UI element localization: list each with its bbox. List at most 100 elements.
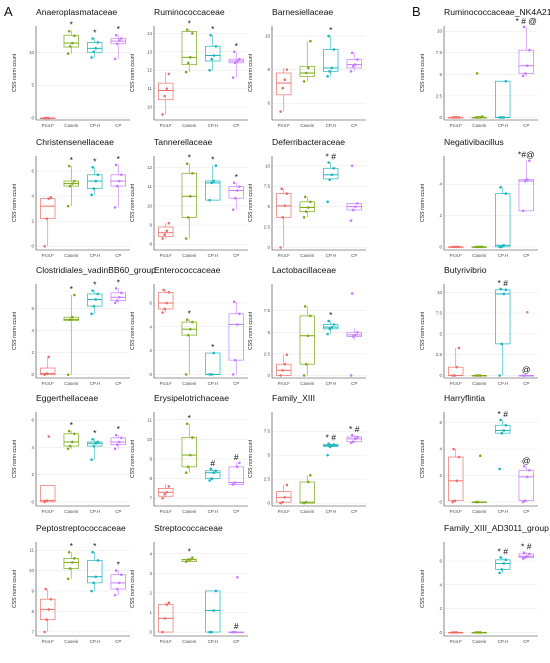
data-point xyxy=(353,333,357,337)
x-tick-label: Casein xyxy=(64,381,79,386)
data-point xyxy=(96,173,100,177)
data-point xyxy=(68,45,72,48)
y-tick-label: 2.5 xyxy=(264,225,271,230)
data-point xyxy=(96,440,100,444)
data-point xyxy=(191,32,194,35)
data-point xyxy=(185,318,189,321)
y-tick-label: 11 xyxy=(29,548,34,553)
x-tick-label: CP.H xyxy=(208,253,218,258)
significance-marker: * xyxy=(188,19,192,29)
data-point xyxy=(328,445,332,448)
box-iqr xyxy=(495,193,511,248)
data-point xyxy=(91,289,94,292)
significance-marker: @ xyxy=(522,365,531,375)
x-tick-label: Prot.F xyxy=(278,381,291,386)
box-protf xyxy=(158,221,174,240)
box-protf xyxy=(158,288,174,314)
box-iqr xyxy=(205,470,221,479)
data-point xyxy=(232,50,236,54)
x-tick-label: Casein xyxy=(182,509,197,514)
data-point xyxy=(283,362,287,366)
data-point xyxy=(45,217,49,220)
box-iqr xyxy=(181,172,197,218)
data-point xyxy=(49,196,53,199)
data-point xyxy=(353,63,357,66)
data-point xyxy=(212,179,216,183)
data-point xyxy=(453,245,457,249)
data-point xyxy=(186,465,190,469)
x-tick-label: Casein xyxy=(64,123,79,128)
y-tick-label: 8 xyxy=(31,609,34,614)
data-point xyxy=(73,293,76,297)
data-point xyxy=(68,567,72,570)
box-iqr xyxy=(87,42,103,53)
data-point xyxy=(184,373,188,376)
data-point xyxy=(304,500,308,504)
data-point xyxy=(356,202,359,205)
data-point xyxy=(163,617,167,620)
box-protf xyxy=(158,484,174,500)
box-iqr xyxy=(205,180,221,201)
significance-marker: * xyxy=(117,24,121,34)
data-point xyxy=(233,196,237,200)
x-tick-label: Casein xyxy=(64,509,79,514)
data-point xyxy=(163,94,167,98)
data-point xyxy=(92,50,96,53)
y-tick-label: 0 xyxy=(267,373,270,378)
data-point xyxy=(167,485,171,488)
data-point xyxy=(115,587,119,591)
panel-title: Erysipelotrichaceae xyxy=(154,393,229,403)
box-iqr xyxy=(276,72,292,96)
box-cp: # xyxy=(228,575,244,634)
data-point xyxy=(161,311,164,314)
data-point xyxy=(165,603,169,606)
box-iqr xyxy=(40,367,56,376)
y-tick-label: 5 xyxy=(439,72,442,77)
data-point xyxy=(66,52,70,55)
significance-marker: * xyxy=(235,172,239,182)
box-iqr xyxy=(323,167,339,180)
data-point xyxy=(235,575,239,579)
data-point xyxy=(330,66,334,70)
data-point xyxy=(113,206,117,209)
data-point xyxy=(452,447,455,451)
data-point xyxy=(47,116,51,120)
panel-title: Ruminococcaceae xyxy=(154,7,225,17)
data-point xyxy=(68,444,72,448)
data-point xyxy=(500,568,504,571)
data-point xyxy=(210,373,214,376)
x-tick-label: Casein xyxy=(182,253,197,258)
y-axis-label: CSS norm count xyxy=(130,439,136,478)
data-point xyxy=(481,115,484,118)
data-point xyxy=(44,587,47,591)
data-point xyxy=(451,116,454,119)
data-point xyxy=(188,56,192,59)
significance-marker: * xyxy=(188,309,192,319)
box-cph: * # xyxy=(323,433,339,457)
data-point xyxy=(232,300,236,304)
x-tick-label: CP xyxy=(351,123,357,128)
data-point xyxy=(163,307,167,311)
data-point xyxy=(285,353,289,357)
box-casein xyxy=(299,474,315,505)
x-tick-label: Prot.F xyxy=(160,381,173,386)
box-cp: * # @ xyxy=(516,16,537,78)
data-point xyxy=(455,479,459,483)
data-point xyxy=(451,374,454,377)
box-casein: * xyxy=(63,284,79,376)
data-point xyxy=(525,64,529,67)
box-cp: * xyxy=(110,560,126,597)
y-tick-label: 2 xyxy=(149,590,152,595)
data-point xyxy=(73,557,76,560)
data-point xyxy=(521,374,525,377)
significance-marker: * xyxy=(70,155,74,165)
data-point xyxy=(525,475,529,479)
y-tick-label: 5 xyxy=(267,330,270,335)
data-point xyxy=(499,556,502,559)
data-point xyxy=(92,187,96,190)
y-tick-label: 9 xyxy=(149,457,152,462)
data-point xyxy=(120,291,123,295)
box-casein: * xyxy=(181,547,197,563)
data-point xyxy=(231,373,235,376)
